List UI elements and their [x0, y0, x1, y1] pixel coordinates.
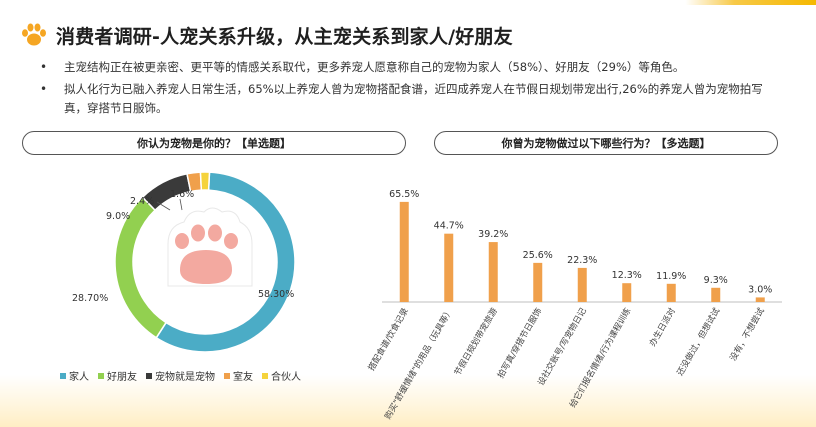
donut-value-label: 58.30% [258, 289, 294, 300]
legend-label: 宠物就是宠物 [155, 372, 215, 383]
bar-7 [666, 283, 676, 302]
bar-category-label: 节假日规划带宠旅游 [452, 306, 500, 378]
legend-swatch [98, 372, 104, 379]
legend-swatch [262, 372, 268, 379]
legend-item: 室友 [224, 368, 253, 383]
paw-icon [22, 23, 46, 46]
bar-category-label: 办生日派对 [647, 306, 678, 349]
bullet-dot-icon: • [40, 60, 48, 74]
bullet-text-2: 拟人化行为已融入养宠人日常生活，65%以上养宠人曾为宠物搭配食谱，近四成养宠人在… [64, 82, 763, 115]
legend-swatch [60, 372, 66, 379]
bar-value-label: 9.3% [704, 275, 728, 286]
donut-slice-5 [199, 171, 211, 191]
top-accent-stripe [0, 0, 816, 5]
leader-line [179, 198, 183, 211]
left-question-pill: 你认为宠物是你的？【单选题】 [22, 131, 406, 155]
legend-swatch [224, 372, 230, 379]
bullet-dot-icon: • [40, 82, 48, 96]
donut-value-label: 9.0% [106, 211, 130, 222]
legend-item: 合伙人 [262, 368, 301, 383]
legend-label: 室友 [233, 372, 253, 383]
bar-category-label: 没有，不想尝试 [728, 306, 768, 363]
bullet-item-1: • 主宠结构正在被更亲密、更平等的情感关系取代，更多养宠人愿意称自己的宠物为家人… [40, 58, 780, 77]
bar-2 [444, 233, 454, 302]
bullet-list: • 主宠结构正在被更亲密、更平等的情感关系取代，更多养宠人愿意称自己的宠物为家人… [40, 58, 780, 121]
page-title: 消费者调研-人宠关系升级，从主宠关系到家人/好朋友 [56, 25, 513, 48]
bar-chart: 65.5%搭配食谱/饮食记录44.7%购买"舒缓情绪"的用品（玩具等）39.2%… [366, 189, 782, 421]
legend-item: 宠物就是宠物 [146, 368, 215, 383]
donut-chart: 58.30% 28.70% 9.0%2.4% 1.6% [72, 171, 296, 353]
bar-1 [399, 201, 409, 302]
bar-value-label: 11.9% [656, 271, 686, 282]
bullet-item-2: • 拟人化行为已融入养宠人日常生活，65%以上养宠人曾为宠物搭配食谱，近四成养宠… [40, 80, 780, 118]
legend-swatch [146, 372, 152, 379]
title-row: 消费者调研-人宠关系升级，从主宠关系到家人/好朋友 [20, 21, 513, 49]
donut-value-label: 28.70% [72, 293, 108, 304]
bar-category-label: 设社交账号/写宠物日记 [535, 306, 589, 388]
bar-value-label: 3.0% [748, 284, 772, 295]
bar-value-label: 25.6% [523, 250, 553, 261]
donut-value-label: 2.4% [130, 196, 154, 207]
legend-label: 好朋友 [107, 372, 137, 383]
bar-category-label: 还没做过，但想试试 [675, 306, 723, 378]
bottom-gradient-band [0, 375, 816, 427]
donut-value-label: 1.6% [170, 189, 194, 200]
legend-item: 好朋友 [98, 368, 137, 383]
bar-6 [622, 283, 632, 302]
legend-label: 合伙人 [271, 372, 301, 383]
legend-label: 家人 [69, 372, 89, 383]
legend-item: 家人 [60, 368, 89, 383]
bar-4 [533, 262, 543, 302]
bar-3 [488, 242, 498, 302]
right-question-pill: 你曾为宠物做过以下哪些行为？【多选题】 [434, 131, 778, 155]
bullet-text-1: 主宠结构正在被更亲密、更平等的情感关系取代，更多养宠人愿意称自己的宠物为家人（5… [64, 60, 685, 74]
bar-5 [577, 267, 587, 302]
bar-8 [711, 287, 721, 302]
bar-value-label: 65.5% [389, 189, 419, 200]
bar-category-label: 搭配食谱/饮食记录 [366, 306, 411, 373]
donut-legend: 家人 好朋友 宠物就是宠物 室友 合伙人 [60, 368, 310, 383]
right-question-text: 你曾为宠物做过以下哪些行为？【多选题】 [501, 137, 711, 150]
cat-paw-icon [167, 207, 253, 287]
bar-value-label: 22.3% [567, 255, 597, 266]
bar-value-label: 39.2% [478, 229, 508, 240]
bar-9 [755, 297, 765, 302]
leader-line [156, 201, 171, 211]
left-question-text: 你认为宠物是你的？【单选题】 [137, 137, 291, 150]
bar-value-label: 44.7% [434, 221, 464, 232]
bar-category-label: 拍写真/穿搭节日服饰 [495, 306, 544, 381]
bar-value-label: 12.3% [612, 270, 642, 281]
